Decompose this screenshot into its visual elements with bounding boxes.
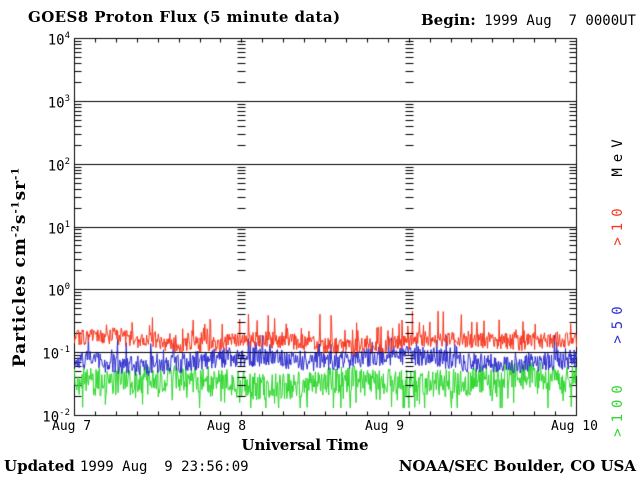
y-tick-label-1e2: 102 — [47, 157, 70, 175]
x-tick-label-aug-7: Aug 7 — [52, 419, 92, 434]
y-tick-label-1e-2: 10-2 — [42, 408, 70, 426]
x-tick-label-aug-9: Aug 9 — [365, 419, 405, 434]
x-tick-label-aug-8: Aug 8 — [207, 419, 247, 434]
updated-timestamp: 1999 Aug 9 23:56:09 — [80, 459, 249, 475]
legend-label-gt10: >10 — [610, 202, 626, 246]
legend-label-gt100: >100 — [610, 379, 626, 437]
y-tick-label-1e1: 101 — [47, 220, 70, 238]
y-tick-label-1e0: 100 — [47, 282, 70, 300]
credit-text: NOAA/SEC Boulder, CO USA — [398, 457, 636, 475]
y-tick-label-1e4: 104 — [47, 31, 70, 49]
begin-value: 1999 Aug 7 0000UT — [475, 13, 636, 29]
chart-title: GOES8 Proton Flux (5 minute data) — [28, 8, 341, 26]
x-axis-title: Universal Time — [241, 436, 369, 454]
legend-unit-mev: MeV — [610, 133, 626, 177]
x-tick-label-aug-10: Aug 10 — [551, 419, 598, 434]
legend-label-gt50: >50 — [610, 300, 626, 344]
y-axis-title: Particles cm-2s-1sr-1 — [10, 166, 30, 368]
updated-label: Updated — [4, 457, 75, 475]
y-tick-label-1e3: 103 — [47, 94, 70, 112]
begin-time-group: Begin: 1999 Aug 7 0000UT — [421, 10, 636, 29]
begin-label: Begin: — [420, 11, 476, 29]
y-tick-label-1e-1: 10-1 — [42, 345, 70, 363]
